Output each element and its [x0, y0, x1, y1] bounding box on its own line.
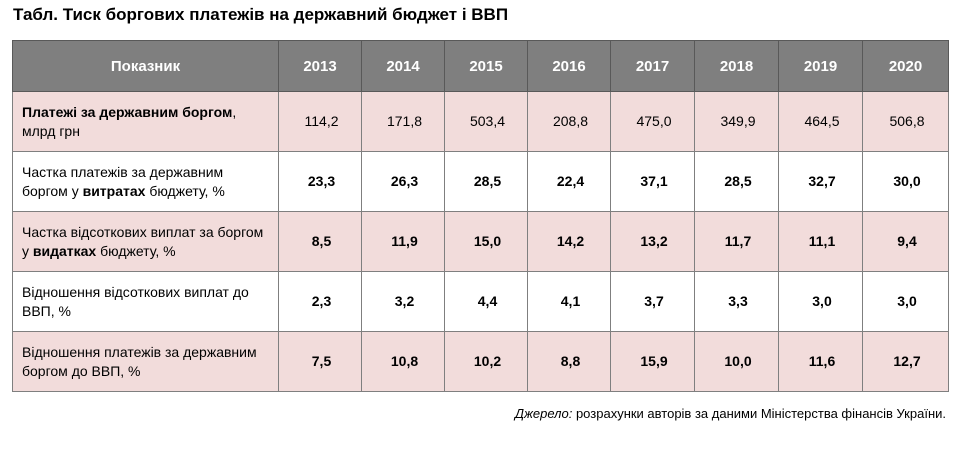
value-cell: 7,5 — [278, 331, 362, 392]
header-indicator: Показник — [12, 40, 279, 92]
row-label: Частка відсоткових виплат за боргом у ви… — [12, 211, 279, 272]
value-cell: 464,5 — [778, 91, 863, 152]
value-cell: 3,3 — [694, 271, 779, 332]
header-year: 2015 — [444, 40, 528, 92]
value-cell: 28,5 — [444, 151, 528, 212]
value-cell: 10,8 — [361, 331, 445, 392]
row-label-part: Платежі за державним боргом — [22, 103, 233, 120]
value-cell: 4,4 — [444, 271, 528, 332]
value-cell: 8,8 — [527, 331, 611, 392]
row-label-part: видатках — [32, 242, 97, 259]
value-cell: 114,2 — [278, 91, 362, 152]
value-cell: 3,0 — [778, 271, 863, 332]
value-cell: 503,4 — [444, 91, 528, 152]
row-label-part: витратах — [82, 182, 146, 199]
value-cell: 11,1 — [778, 211, 863, 272]
value-cell: 11,6 — [778, 331, 863, 392]
header-year: 2018 — [694, 40, 779, 92]
value-cell: 12,7 — [862, 331, 949, 392]
value-cell: 26,3 — [361, 151, 445, 212]
value-cell: 11,7 — [694, 211, 779, 272]
value-cell: 3,7 — [610, 271, 695, 332]
header-year: 2014 — [361, 40, 445, 92]
value-cell: 506,8 — [862, 91, 949, 152]
table-title: Табл. Тиск боргових платежів на державни… — [13, 5, 509, 24]
table-row: Частка платежів за державним боргом у ви… — [12, 151, 949, 212]
header-year: 2016 — [527, 40, 611, 92]
value-cell: 11,9 — [361, 211, 445, 272]
row-label-part: бюджету, % — [145, 182, 225, 199]
value-cell: 208,8 — [527, 91, 611, 152]
row-label-part: бюджету, % — [96, 242, 176, 259]
value-cell: 8,5 — [278, 211, 362, 272]
value-cell: 15,0 — [444, 211, 528, 272]
source-text: розрахунки авторів за даними Міністерств… — [572, 406, 946, 421]
header-year: 2017 — [610, 40, 695, 92]
source-label: Джерело: — [514, 406, 573, 421]
value-cell: 10,0 — [694, 331, 779, 392]
value-cell: 13,2 — [610, 211, 695, 272]
header-year: 2013 — [278, 40, 362, 92]
header-year: 2019 — [778, 40, 863, 92]
value-cell: 3,2 — [361, 271, 445, 332]
table-row: Відношення відсоткових виплат до ВВП, % 2… — [12, 271, 949, 332]
value-cell: 15,9 — [610, 331, 695, 392]
value-cell: 30,0 — [862, 151, 949, 212]
value-cell: 37,1 — [610, 151, 695, 212]
value-cell: 32,7 — [778, 151, 863, 212]
value-cell: 22,4 — [527, 151, 611, 212]
value-cell: 3,0 — [862, 271, 949, 332]
row-label: Платежі за державним боргом, млрд грн — [12, 91, 279, 152]
value-cell: 171,8 — [361, 91, 445, 152]
value-cell: 28,5 — [694, 151, 779, 212]
value-cell: 10,2 — [444, 331, 528, 392]
row-label-part: Частка відсоткових виплат за боргом у — [22, 223, 264, 259]
row-label: Відношення відсоткових виплат до ВВП, % — [12, 271, 279, 332]
table-row: Частка відсоткових виплат за боргом у ви… — [12, 211, 949, 272]
value-cell: 4,1 — [527, 271, 611, 332]
debt-payments-table: Показник 2013 2014 2015 2016 2017 2018 2… — [12, 40, 949, 392]
source-note: Джерело: розрахунки авторів за даними Мі… — [515, 406, 946, 421]
value-cell: 14,2 — [527, 211, 611, 272]
row-label-part: Відношення платежів за державним боргом … — [22, 343, 257, 379]
table-row: Платежі за державним боргом, млрд грн 114… — [12, 91, 949, 152]
value-cell: 23,3 — [278, 151, 362, 212]
value-cell: 475,0 — [610, 91, 695, 152]
row-label-part: , млрд грн — [22, 103, 237, 139]
value-cell: 349,9 — [694, 91, 779, 152]
table-row: Відношення платежів за державним боргом … — [12, 331, 949, 392]
value-cell: 2,3 — [278, 271, 362, 332]
header-row: Показник 2013 2014 2015 2016 2017 2018 2… — [12, 40, 949, 92]
row-label: Частка платежів за державним боргом у ви… — [12, 151, 279, 212]
row-label-part: Частка платежів за державним боргом у — [22, 163, 224, 199]
value-cell: 9,4 — [862, 211, 949, 272]
row-label-part: Відношення відсоткових виплат до ВВП, % — [22, 283, 249, 319]
row-label: Відношення платежів за державним боргом … — [12, 331, 279, 392]
header-year: 2020 — [862, 40, 949, 92]
